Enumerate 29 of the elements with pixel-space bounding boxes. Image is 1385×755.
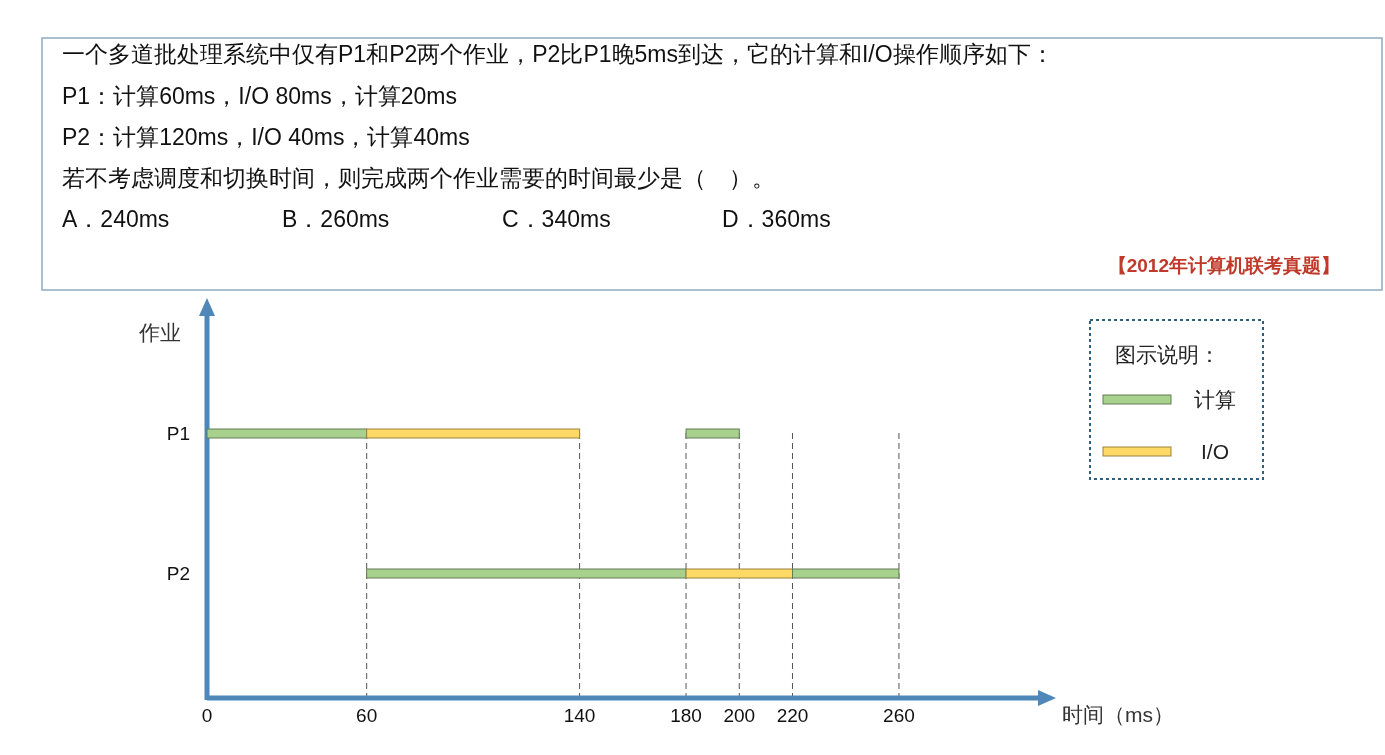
y-axis-title: 作业 — [138, 321, 181, 344]
x-tick-label: 0 — [201, 705, 213, 726]
chart-title: 一个多道批处理系统中仅有P1和P2两个作业，P2比P1晚5ms到达，它的计算和I/O操作顺序如下： — [62, 41, 1054, 67]
legend-title: 图示说明： — [1115, 343, 1220, 366]
text: C．340ms — [502, 206, 611, 232]
text: P2：计算120ms，I/O 40ms，计算40ms — [62, 124, 470, 150]
y-tick-label: P1 — [166, 423, 190, 444]
x-tick-label: 140 — [563, 705, 596, 726]
bar — [366, 428, 581, 439]
text: D．360ms — [722, 206, 831, 232]
y-tick-label: P2 — [166, 563, 190, 584]
x-tick-label: 60 — [356, 705, 378, 726]
bar — [366, 568, 687, 579]
bar — [206, 428, 368, 439]
text: A．240ms — [62, 206, 170, 232]
x-tick-label: 180 — [670, 705, 702, 726]
x-tick-label: 220 — [776, 705, 809, 726]
x-axis-title: 时间（ms） — [1062, 703, 1174, 726]
legend-label: I/O — [1200, 440, 1230, 463]
x-tick-label: 200 — [723, 705, 756, 726]
text: B．260ms — [282, 206, 390, 232]
bar — [685, 428, 740, 439]
bar — [685, 568, 793, 579]
bar — [792, 568, 900, 579]
x-tick-label: 260 — [883, 705, 915, 726]
text: 若不考虑调度和切换时间，则完成两个作业需要的时间最少是（ ）。 — [62, 165, 775, 191]
text: P1：计算60ms，I/O 80ms，计算20ms — [62, 83, 457, 109]
text: 【2012年计算机联考真题】 — [1107, 255, 1340, 276]
legend-label: 计算 — [1194, 388, 1236, 411]
